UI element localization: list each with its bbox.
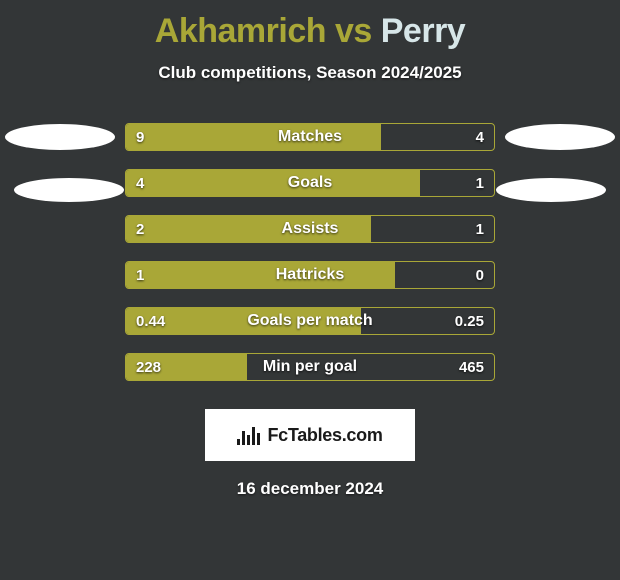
bar-fill-right xyxy=(420,170,494,196)
player1-name: Akhamrich xyxy=(155,12,326,50)
stat-row-assists: 2Assists1 xyxy=(125,215,495,243)
bar-fill-left xyxy=(126,170,420,196)
stat-row-matches: 9Matches4 xyxy=(125,123,495,151)
logo-text: FcTables.com xyxy=(267,425,382,446)
bar-fill-right xyxy=(371,216,494,242)
bar-fill-right xyxy=(247,354,494,380)
stat-row-min-per-goal: 228Min per goal465 xyxy=(125,353,495,381)
stats-bars: 9Matches4 4Goals1 2Assists1 1Hattricks0 0.44… xyxy=(125,123,495,381)
bar-fill-right xyxy=(381,124,494,150)
bar-fill-right xyxy=(395,262,494,288)
footer-date: 16 december 2024 xyxy=(0,479,620,499)
stat-row-goals: 4Goals1 xyxy=(125,169,495,197)
subtitle: Club competitions, Season 2024/2025 xyxy=(0,63,620,83)
player1-avatar-bottom xyxy=(14,178,124,202)
player2-avatar-bottom xyxy=(496,178,606,202)
player2-name: Perry xyxy=(381,12,465,50)
bar-fill-left xyxy=(126,216,371,242)
bar-fill-right xyxy=(361,308,494,334)
bar-fill-left xyxy=(126,308,361,334)
comparison-title: Akhamrich vs Perry xyxy=(0,0,620,51)
stat-row-goals-per-match: 0.44Goals per match0.25 xyxy=(125,307,495,335)
player1-avatar-top xyxy=(5,124,115,150)
player2-avatar-top xyxy=(505,124,615,150)
stat-row-hattricks: 1Hattricks0 xyxy=(125,261,495,289)
bar-fill-left xyxy=(126,262,395,288)
bar-chart-icon xyxy=(237,425,263,445)
bar-fill-left xyxy=(126,124,381,150)
bar-fill-left xyxy=(126,354,247,380)
vs-text: vs xyxy=(335,12,372,50)
fctables-logo: FcTables.com xyxy=(205,409,415,461)
